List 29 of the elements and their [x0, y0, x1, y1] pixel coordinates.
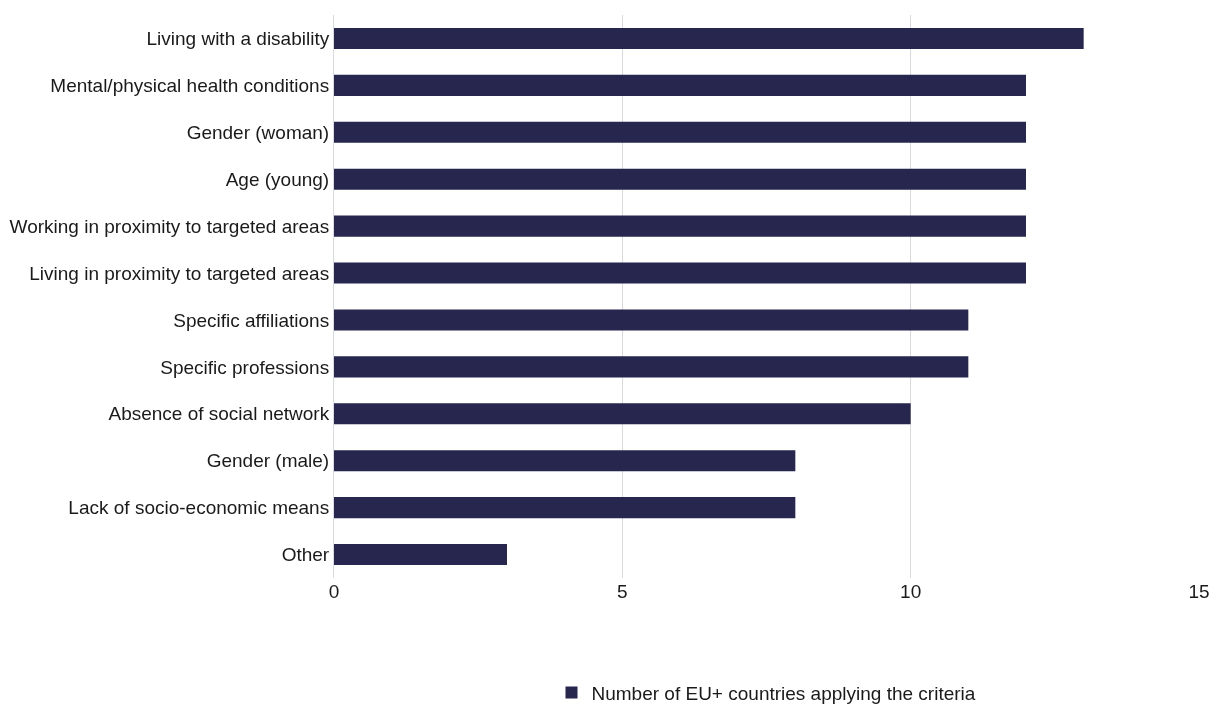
bar	[334, 403, 911, 425]
y-tick-label: Gender (male)	[206, 450, 330, 472]
bar	[334, 497, 796, 519]
bar	[334, 168, 1026, 190]
y-tick-label: Mental/physical health conditions	[50, 75, 330, 97]
y-tick-label: Lack of socio-economic means	[68, 497, 330, 519]
y-tick-label: Specific professions	[160, 356, 330, 378]
y-tick-label: Specific affiliations	[173, 309, 330, 331]
bar	[334, 215, 1026, 237]
bar	[334, 543, 507, 566]
y-tick-label: Gender (woman)	[186, 121, 330, 143]
bar	[334, 450, 796, 472]
bar	[334, 309, 969, 331]
y-tick-label: Living with a disability	[146, 28, 330, 50]
y-tick-label: Working in proximity to targeted areas	[9, 215, 330, 237]
y-tick-label: Age (young)	[225, 168, 330, 190]
x-tick-label: 5	[617, 581, 628, 602]
y-tick-label: Other	[281, 544, 330, 566]
y-tick-label: Living in proximity to targeted areas	[29, 262, 330, 284]
x-tick-label: 10	[900, 581, 922, 602]
bar	[334, 262, 1026, 284]
x-tick-label: 0	[328, 581, 340, 602]
y-tick-label: Absence of social network	[108, 403, 330, 425]
bar	[334, 27, 1084, 50]
legend-label: Number of EU+ countries applying the criteria	[591, 682, 976, 704]
x-tick-label: 15	[1188, 581, 1210, 602]
bar	[334, 356, 969, 378]
bar	[334, 121, 1026, 143]
bar	[334, 74, 1026, 96]
